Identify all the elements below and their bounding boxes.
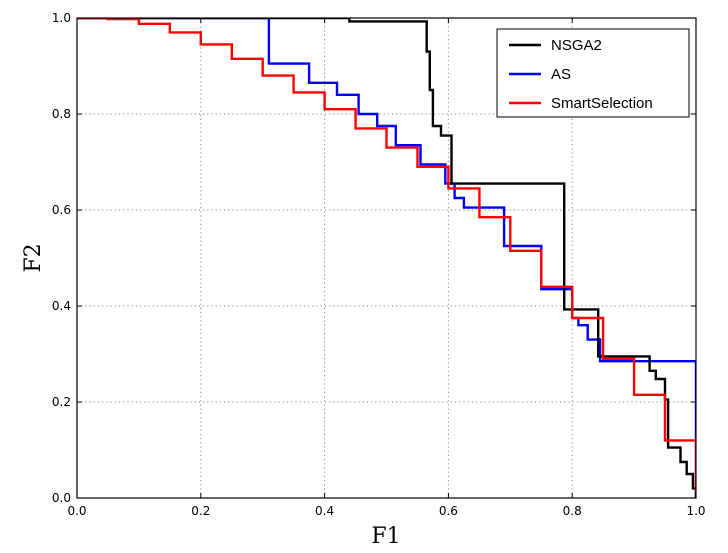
legend-label-as: AS (551, 66, 571, 83)
series-line-nsga2 (77, 18, 696, 498)
y-tick-label: 0.8 (52, 107, 71, 121)
y-tick-label: 0.6 (52, 203, 71, 217)
x-tick-label: 0.6 (439, 504, 458, 518)
legend-label-smartselection: SmartSelection (551, 95, 653, 112)
plot-frame (76, 17, 697, 499)
y-axis-title: F2 (21, 243, 46, 272)
x-axis-title: F1 (371, 524, 400, 549)
legend: NSGA2 AS SmartSelection (496, 28, 690, 118)
series-line-smartselection (77, 18, 696, 494)
x-tick-label: 0.0 (67, 504, 86, 518)
y-tick-label: 0.4 (52, 299, 71, 313)
y-tick-label: 0.0 (52, 491, 71, 505)
x-tick-label: 0.8 (563, 504, 582, 518)
y-tick-label: 0.2 (52, 395, 71, 409)
y-tick-label: 1.0 (52, 11, 71, 25)
legend-label-nsga2: NSGA2 (551, 37, 602, 54)
series-layer (77, 18, 696, 498)
x-tick-label: 0.2 (191, 504, 210, 518)
x-tick-label: 0.4 (315, 504, 334, 518)
ticks: 0.0 0.2 0.4 0.6 0.8 1.0 0.0 0.2 0.4 0.6 0.8 1.0 (52, 11, 706, 518)
x-tick-label: 1.0 (686, 504, 705, 518)
